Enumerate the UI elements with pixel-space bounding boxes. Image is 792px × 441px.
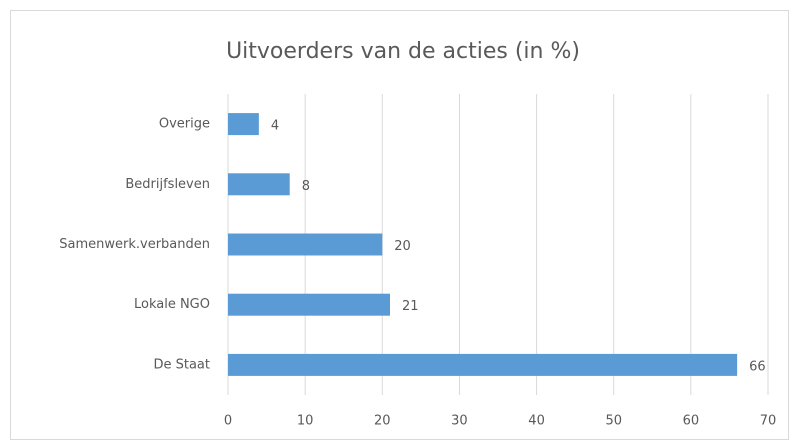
bar xyxy=(228,233,383,256)
x-tick-label: 10 xyxy=(297,414,314,429)
bar xyxy=(228,293,390,316)
y-tick-label: De Staat xyxy=(153,357,210,372)
y-tick-label: Overige xyxy=(159,117,210,132)
y-tick-label: Lokale NGO xyxy=(134,297,210,312)
y-tick-label: Samenwerk.verbanden xyxy=(59,237,210,252)
x-tick-label: 20 xyxy=(374,414,391,429)
chart-title: Uitvoerders van de acties (in %) xyxy=(226,39,580,64)
data-label: 66 xyxy=(749,359,766,374)
data-label: 20 xyxy=(394,239,411,254)
x-tick-label: 50 xyxy=(605,414,622,429)
x-tick-label: 0 xyxy=(224,414,232,429)
bar xyxy=(228,353,738,376)
bar xyxy=(228,173,290,196)
bar xyxy=(228,113,259,136)
x-tick-label: 40 xyxy=(528,414,545,429)
data-label: 4 xyxy=(271,119,279,134)
x-tick-label: 60 xyxy=(683,414,700,429)
y-tick-label: Bedrijfsleven xyxy=(125,177,210,192)
x-tick-label: 70 xyxy=(760,414,777,429)
data-label: 21 xyxy=(402,299,419,314)
x-tick-label: 30 xyxy=(451,414,468,429)
data-label: 8 xyxy=(302,179,310,194)
